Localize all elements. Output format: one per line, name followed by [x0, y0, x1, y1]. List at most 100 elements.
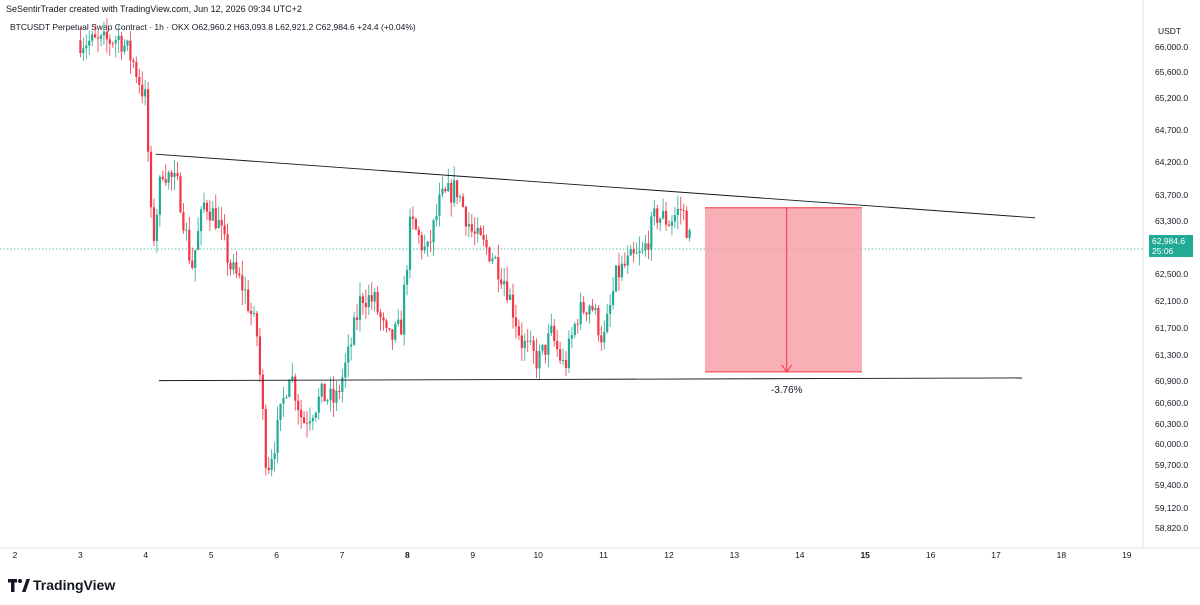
candle-body [305, 422, 309, 424]
candle-body [355, 317, 359, 320]
candle-body [208, 211, 211, 221]
candle-body [96, 37, 100, 39]
candle-body [585, 312, 588, 315]
candle-body [617, 265, 621, 278]
candle-body [458, 196, 462, 198]
candle-body [564, 360, 568, 369]
candle-body [438, 194, 441, 216]
candle-body [317, 396, 320, 413]
candle-body [226, 234, 229, 263]
candle-body [352, 317, 356, 345]
candle-body [197, 231, 200, 250]
candle-body [600, 335, 603, 343]
candle-body [482, 234, 485, 240]
candle-body [85, 45, 88, 49]
candle-body [79, 40, 82, 54]
price-tick: 63,700.0 [1155, 190, 1188, 200]
candle-body [479, 227, 482, 235]
time-tick: 18 [1057, 550, 1067, 560]
candle-body [382, 317, 385, 321]
candle-body [405, 269, 409, 285]
price-tick: 60,000.0 [1155, 439, 1188, 449]
candle-body [506, 281, 509, 300]
candle-body [264, 408, 267, 468]
candle-body [120, 35, 123, 52]
candle-body [541, 344, 544, 352]
candle-body [214, 208, 217, 229]
candle-body [223, 225, 226, 235]
candle-body [467, 224, 470, 227]
candle-body [508, 294, 512, 300]
price-tick: 64,200.0 [1155, 157, 1188, 167]
candle-body [211, 208, 214, 221]
candle-body [167, 172, 170, 183]
candle-body [426, 241, 429, 247]
projection-zone [704, 207, 862, 372]
candle-body [679, 209, 682, 211]
candle-body [126, 40, 129, 46]
candle-body [314, 412, 317, 418]
time-tick: 16 [926, 550, 936, 560]
candle-body [300, 409, 303, 418]
candle-body [606, 313, 609, 332]
candle-body [553, 325, 556, 342]
candle-body [597, 307, 600, 336]
candle-body [423, 246, 426, 251]
candle-body [503, 281, 506, 285]
candle-body [526, 340, 529, 342]
symbol-legend[interactable]: BTCUSDT Perpetual Swap Contract · 1h · O… [10, 22, 416, 32]
candle-body [688, 229, 691, 238]
candle-body [670, 221, 674, 226]
candle-body [435, 215, 438, 221]
candle-body [594, 307, 597, 311]
candle-body [473, 231, 476, 234]
candle-body [667, 224, 671, 226]
candle-body [614, 265, 618, 292]
price-tick: 58,820.0 [1155, 523, 1188, 533]
candle-body [635, 252, 638, 254]
candle-body [500, 279, 503, 285]
candle-body [94, 34, 97, 38]
candle-body [676, 209, 679, 216]
candle-body [588, 305, 591, 315]
candle-body [523, 340, 526, 349]
candle-body [573, 323, 576, 336]
tradingview-logo[interactable]: TradingView [8, 577, 115, 593]
price-tick: 63,300.0 [1155, 216, 1188, 226]
candle-body [332, 388, 335, 403]
candle-body [105, 31, 108, 40]
candle-body [673, 215, 676, 222]
candle-body [129, 40, 132, 61]
candle-body [258, 336, 262, 375]
candle-body [638, 251, 641, 253]
candle-body [294, 376, 297, 401]
time-tick: 17 [991, 550, 1001, 560]
candle-body [656, 208, 659, 223]
time-tick: 15 [860, 550, 870, 560]
candle-body [411, 216, 415, 219]
candle-body [641, 250, 644, 252]
candle-body [576, 323, 579, 325]
candle-body [629, 249, 632, 256]
candle-body [682, 210, 685, 211]
candle-body [249, 311, 253, 315]
candle-body [623, 263, 626, 266]
candle-body [579, 302, 582, 325]
candle-body [420, 235, 423, 251]
candle-body [255, 313, 259, 337]
candle-body [397, 319, 400, 324]
candle-body [379, 312, 382, 318]
candle-body [320, 383, 323, 397]
candle-body [282, 397, 285, 404]
candle-body [135, 62, 138, 77]
candle-body [476, 227, 479, 234]
candle-body [470, 224, 473, 232]
candle-body [291, 376, 294, 381]
candle-body [582, 302, 585, 313]
candle-body [273, 453, 276, 460]
candle-body [561, 360, 565, 361]
candle-body [361, 296, 365, 303]
candle-body [326, 400, 329, 402]
candle-body [485, 239, 488, 248]
